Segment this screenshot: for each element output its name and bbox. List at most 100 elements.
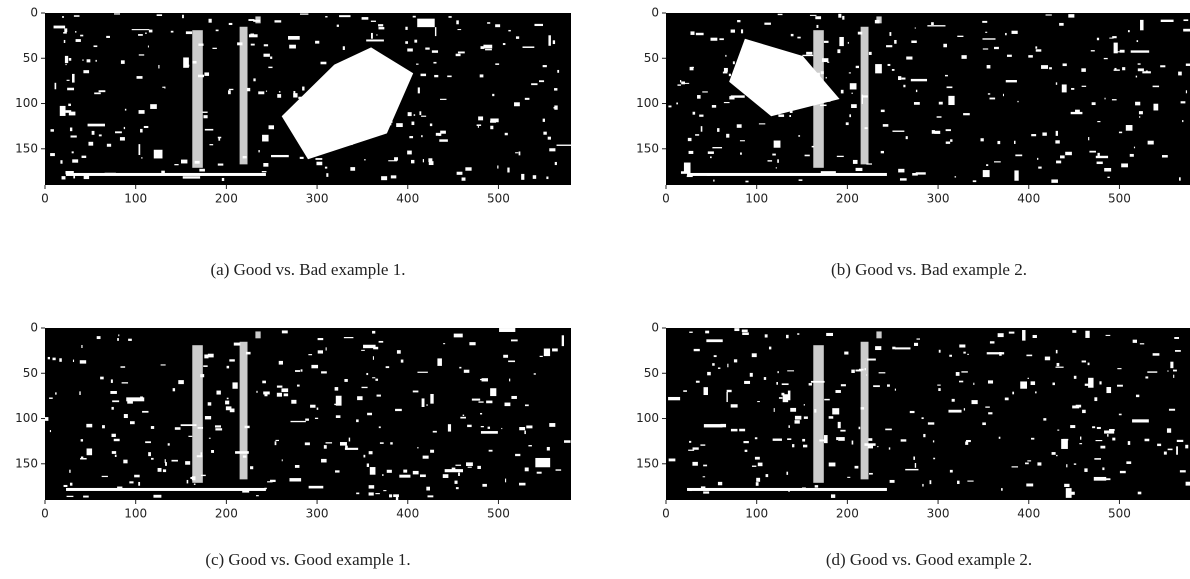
mask-blob xyxy=(1145,439,1150,442)
mask-blob xyxy=(922,484,923,487)
mask-blob xyxy=(829,416,834,419)
mask-blob xyxy=(849,114,851,117)
y-tick-label: 150 xyxy=(15,141,38,155)
mask-blob xyxy=(469,342,475,345)
mask-blob xyxy=(62,176,66,179)
mask-blob xyxy=(457,29,461,30)
mask-blob xyxy=(955,176,956,177)
mask-blob xyxy=(683,390,687,392)
mask-blob xyxy=(745,450,748,452)
mask-blob xyxy=(457,172,463,175)
mask-blob xyxy=(755,437,757,439)
mask-blob xyxy=(112,451,116,454)
mask-blob xyxy=(752,353,757,357)
x-tick-label: 400 xyxy=(1017,507,1040,521)
mask-blob xyxy=(853,160,858,164)
mask-blob xyxy=(256,391,257,393)
mask-blob xyxy=(981,138,984,141)
mask-stripe xyxy=(861,27,869,165)
mask-blob xyxy=(417,19,434,27)
x-tick-label: 0 xyxy=(41,192,49,206)
mask-blob xyxy=(405,27,407,30)
mask-blob xyxy=(847,477,850,478)
mask-blob xyxy=(421,135,423,137)
mask-blob xyxy=(795,416,801,420)
mask-blob xyxy=(356,493,359,495)
mask-blob xyxy=(1056,161,1061,164)
mask-blob xyxy=(718,367,720,369)
mask-blob xyxy=(912,173,918,176)
mask-blob xyxy=(742,332,749,335)
mask-blob xyxy=(1082,361,1086,363)
mask-blob xyxy=(815,485,818,487)
mask-blob xyxy=(229,23,233,25)
mask-blob xyxy=(1167,370,1168,371)
mask-blob xyxy=(875,346,881,350)
mask-blob xyxy=(55,392,56,394)
mask-blob xyxy=(94,92,101,94)
mask-blob xyxy=(413,16,416,18)
mask-blob xyxy=(205,416,211,419)
mask-blob xyxy=(318,350,323,353)
mask-blob xyxy=(111,434,115,437)
mask-blob xyxy=(519,483,525,486)
mask-blob xyxy=(158,65,159,68)
mask-blob xyxy=(804,404,805,405)
mask-blob xyxy=(480,379,486,380)
mask-blob xyxy=(1162,155,1168,157)
x-tick-label: 100 xyxy=(124,192,147,206)
mask-blob xyxy=(373,356,374,360)
mask-blob xyxy=(1109,429,1115,431)
mask-blob xyxy=(774,141,781,148)
mask-blob xyxy=(82,156,87,158)
mask-blob xyxy=(185,461,190,465)
mask-blob xyxy=(1014,141,1016,144)
mask-blob xyxy=(950,139,952,142)
mask-blob xyxy=(881,151,884,153)
mask-blob xyxy=(511,339,518,341)
mask-blob xyxy=(852,441,854,445)
mask-blob xyxy=(539,80,544,82)
mask-blob xyxy=(933,440,934,442)
mask-blob xyxy=(1006,80,1017,82)
mask-blob xyxy=(362,17,369,20)
caption: (b) Good vs. Bad example 2. xyxy=(831,260,1027,279)
mask-blob xyxy=(72,159,78,162)
mask-blob xyxy=(416,64,418,65)
mask-blob xyxy=(300,13,308,14)
mask-blob xyxy=(809,383,812,385)
mask-blob xyxy=(677,84,680,85)
mask-blob xyxy=(209,438,211,439)
y-tick-label: 100 xyxy=(15,411,38,425)
mask-blob xyxy=(263,54,269,57)
mask-blob xyxy=(279,361,283,365)
y-tick-label: 0 xyxy=(30,321,38,335)
mask-blob xyxy=(462,177,466,180)
mask-blob xyxy=(315,418,318,419)
mask-blob xyxy=(519,151,521,155)
mask-blob xyxy=(528,445,532,446)
mask-blob xyxy=(797,333,799,335)
mask-blob xyxy=(555,162,557,165)
mask-blob xyxy=(1042,132,1046,135)
mask-blob xyxy=(838,437,845,441)
mask-blob xyxy=(1076,405,1081,408)
mask-blob xyxy=(1033,335,1037,338)
mask-blob xyxy=(153,495,161,498)
mask-blob xyxy=(557,70,559,73)
mask-blob xyxy=(183,176,200,178)
mask-blob xyxy=(688,450,694,451)
mask-blob xyxy=(50,153,55,156)
y-tick-label: 0 xyxy=(30,6,38,20)
mask-blob xyxy=(367,463,369,467)
mask-blob xyxy=(1088,137,1089,140)
mask-blob xyxy=(178,380,184,384)
mask-blob xyxy=(150,104,157,109)
x-tick-label: 200 xyxy=(215,192,238,206)
mask-blob xyxy=(997,141,1000,144)
mask-blob xyxy=(67,88,74,91)
mask-blob xyxy=(971,400,977,404)
mask-blob xyxy=(321,459,327,463)
mask-blob xyxy=(281,388,288,392)
mask-blob xyxy=(488,427,490,429)
